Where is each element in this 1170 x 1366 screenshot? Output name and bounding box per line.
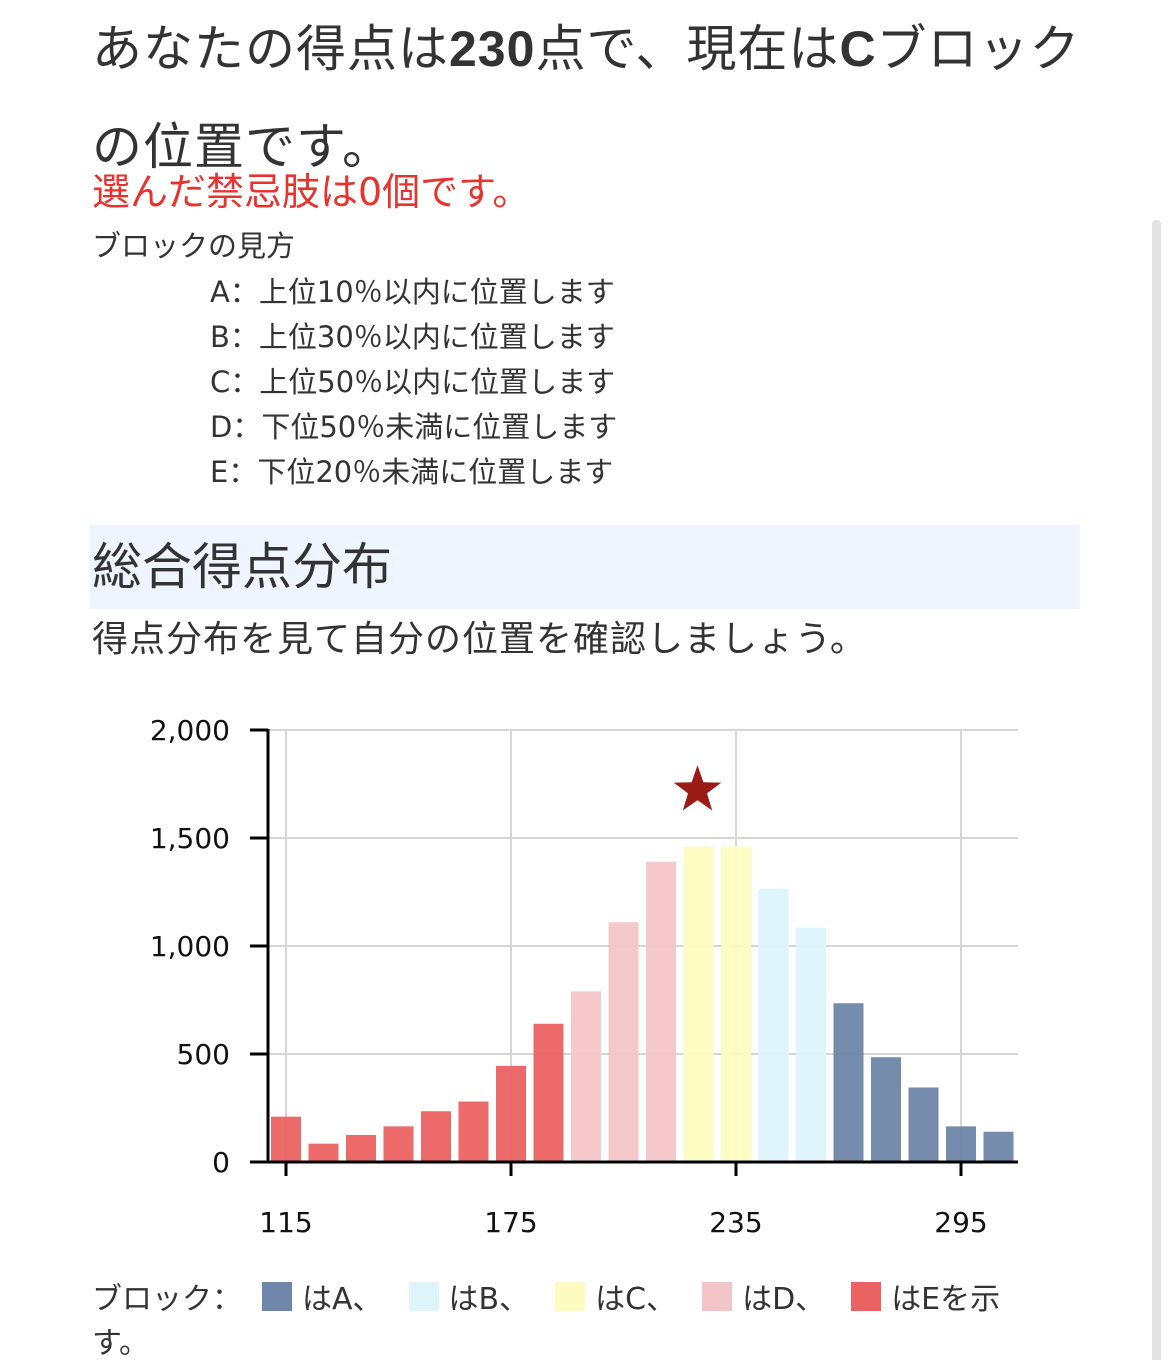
score-distribution-chart: 0 500 1,000 1,500 2,000 115 175 235 295 — [0, 690, 1100, 1270]
histogram-bar — [908, 1087, 939, 1162]
legend-swatch-e — [851, 1282, 882, 1311]
histogram-bar — [683, 846, 714, 1162]
histogram-bar — [983, 1131, 1014, 1162]
block-guide-list: A：上位10％以内に位置します B：上位30％以内に位置します C：上位50％以… — [210, 270, 617, 495]
legend-prefix: ブロック： — [92, 1282, 242, 1317]
block-value: C — [839, 21, 877, 77]
histogram-bar — [833, 1003, 864, 1162]
x-tick-label: 115 — [259, 1206, 312, 1239]
y-tick-label: 2,000 — [150, 714, 230, 747]
legend-item-e: はEを示す。 — [92, 1282, 1001, 1361]
histogram-bar — [458, 1101, 489, 1162]
contraindication-count: 選んだ禁忌肢は0個です。 — [92, 170, 531, 214]
histogram-bar — [721, 846, 751, 1162]
x-tick-label: 175 — [484, 1206, 537, 1239]
legend-swatch-c — [555, 1282, 586, 1311]
chart-canvas: 0 500 1,000 1,500 2,000 115 175 235 295 — [150, 714, 1018, 1239]
histogram-bar — [571, 991, 601, 1162]
histogram-bar — [346, 1135, 376, 1162]
star-icon — [673, 765, 722, 811]
y-tick-label: 0 — [212, 1146, 230, 1179]
headline-prefix: あなたの得点は — [92, 20, 449, 78]
score-value: 230 — [449, 21, 536, 77]
legend-swatch-b — [408, 1282, 439, 1311]
legend-item-c: はC、 — [535, 1282, 682, 1317]
headline-suffix: ブロックの位置です。 — [92, 20, 1081, 176]
histogram-bar — [271, 1116, 301, 1162]
histogram-bar — [758, 888, 789, 1162]
chart-legend: ブロック： はA、 はB、 はC、 はD、 はEを示す。 — [92, 1278, 1032, 1366]
legend-item-d: はD、 — [682, 1282, 831, 1317]
histogram-bar — [533, 1023, 564, 1162]
y-tick-label: 1,000 — [150, 930, 230, 963]
histogram-bar — [496, 1065, 526, 1162]
page-scrollbar[interactable] — [1152, 220, 1161, 1360]
histogram-bar — [946, 1126, 976, 1162]
block-guide-item: C：上位50％以内に位置します — [210, 365, 616, 399]
legend-item-a: はA、 — [242, 1282, 389, 1317]
y-tick-label: 1,500 — [150, 822, 230, 855]
histogram-bar — [796, 927, 826, 1162]
legend-swatch-d — [702, 1282, 733, 1311]
x-tick-label: 235 — [709, 1206, 762, 1239]
histogram-bar — [421, 1111, 451, 1162]
legend-swatch-a — [262, 1282, 292, 1311]
histogram-bar — [871, 1057, 901, 1162]
section-title: 総合得点分布 — [90, 525, 1080, 609]
block-guide-item: B：上位30％以内に位置します — [210, 320, 615, 354]
histogram-bar — [646, 861, 676, 1162]
x-tick-label: 295 — [934, 1206, 987, 1239]
block-guide-item: E：下位20％未満に位置します — [210, 455, 614, 489]
histogram-bar — [608, 922, 639, 1162]
histogram-bar — [383, 1126, 414, 1162]
block-guide-title: ブロックの見方 — [92, 229, 296, 263]
y-tick-label: 500 — [177, 1038, 230, 1071]
legend-item-b: はB、 — [389, 1282, 536, 1317]
section-description: 得点分布を見て自分の位置を確認しましょう。 — [92, 619, 867, 660]
result-headline: あなたの得点は230点で、現在はCブロックの位置です。 — [92, 0, 1082, 196]
block-guide-item: D：下位50％未満に位置します — [210, 410, 618, 444]
block-guide-item: A：上位10％以内に位置します — [210, 275, 615, 309]
histogram-bar — [308, 1143, 339, 1162]
headline-mid: 点で、現在は — [535, 20, 840, 78]
